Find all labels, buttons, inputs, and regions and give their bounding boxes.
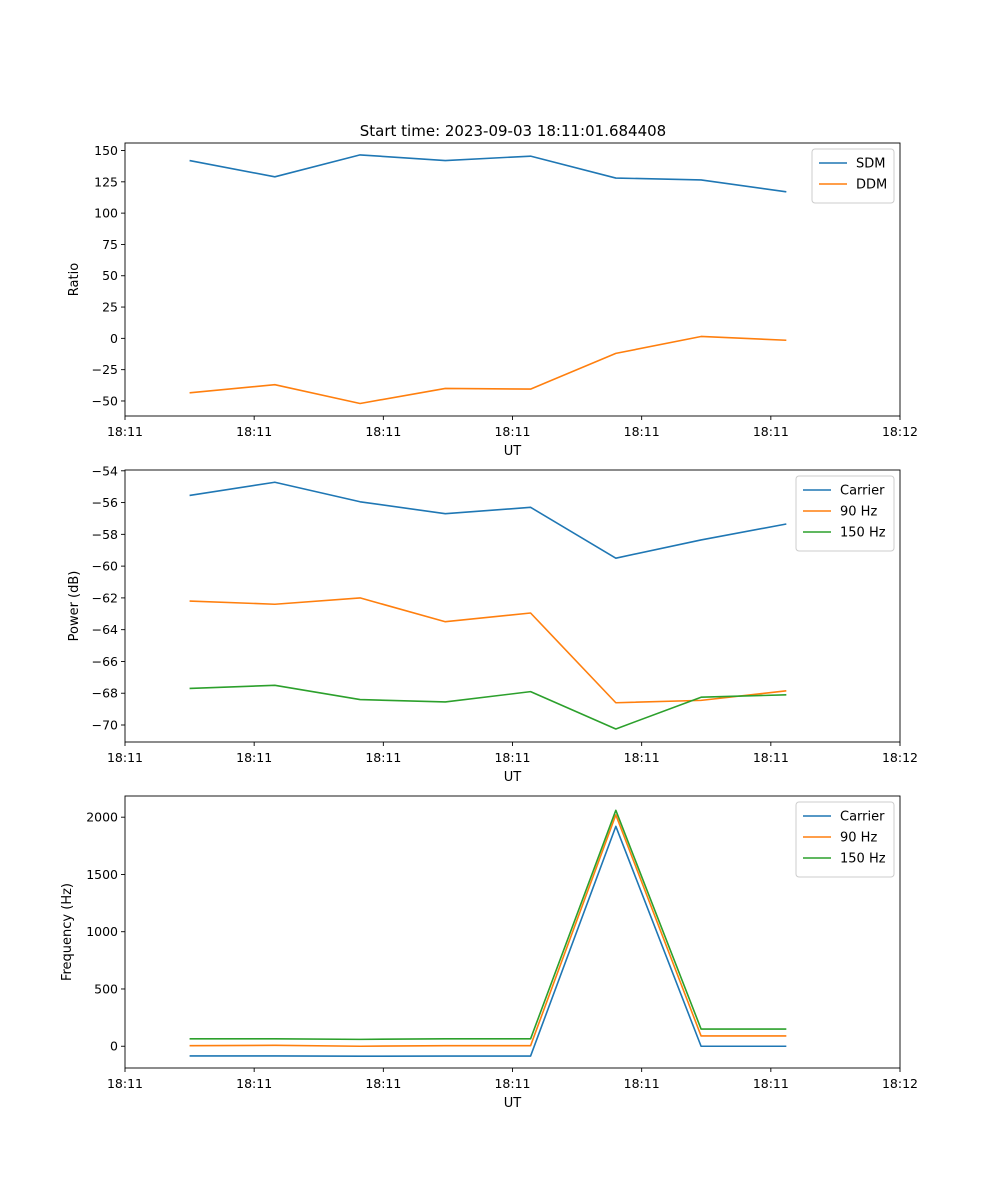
legend: Carrier 90 Hz 150 Hz <box>795 801 895 878</box>
x-tick-label: 18:11 <box>624 424 660 439</box>
series-line-90-hz <box>189 597 787 704</box>
legend: Carrier 90 Hz 150 Hz <box>795 475 895 552</box>
x-tick-label: 18:11 <box>107 1076 143 1091</box>
x-tick-label: 18:11 <box>494 1076 530 1091</box>
y-tick-label: 25 <box>102 300 118 315</box>
y-tick-label: 1500 <box>86 867 118 882</box>
x-tick-label: 18:11 <box>107 424 143 439</box>
y-tick-label: 500 <box>94 981 118 996</box>
x-tick-label: 18:11 <box>365 1076 401 1091</box>
x-tick-label: 18:11 <box>236 750 272 765</box>
y-axis-label: Ratio <box>67 263 82 296</box>
legend-label: 150 Hz <box>840 526 886 541</box>
y-tick-label: 2000 <box>86 810 118 825</box>
x-tick-label: 18:11 <box>236 1076 272 1091</box>
y-tick-label: −58 <box>92 527 118 542</box>
legend-label: 150 Hz <box>840 852 886 867</box>
panel-1: 18:11 18:11 18:11 18:11 18:11 18:11 18:12 −50 −2… <box>67 142 918 459</box>
x-tick-label: 18:11 <box>365 424 401 439</box>
y-tick-label: −68 <box>92 686 118 701</box>
x-tick-label: 18:11 <box>624 1076 660 1091</box>
legend-label: SDM <box>856 157 885 172</box>
y-tick-label: 150 <box>94 143 118 158</box>
x-tick-label: 18:11 <box>236 424 272 439</box>
panels: 18:11 18:11 18:11 18:11 18:11 18:11 18:12 −50 −2… <box>60 142 918 1111</box>
x-tick-label: 18:11 <box>753 750 789 765</box>
y-tick-label: −25 <box>92 362 118 377</box>
x-axis-label: UT <box>504 770 522 785</box>
y-tick-label: −56 <box>92 495 118 510</box>
series-line-carrier <box>189 825 787 1057</box>
y-tick-label: 125 <box>94 174 118 189</box>
series-line-carrier <box>189 481 787 559</box>
panel-2: 18:11 18:11 18:11 18:11 18:11 18:11 18:12 −70 −6… <box>67 463 918 785</box>
x-tick-label: 18:11 <box>624 750 660 765</box>
y-tick-label: 100 <box>94 206 118 221</box>
y-tick-label: 1000 <box>86 924 118 939</box>
y-tick-label: −64 <box>92 622 118 637</box>
x-tick-label: 18:12 <box>882 424 918 439</box>
y-axis-label: Frequency (Hz) <box>60 883 75 981</box>
x-axis-label: UT <box>504 1096 522 1111</box>
y-tick-label: −66 <box>92 654 118 669</box>
x-axis-label: UT <box>504 444 522 459</box>
legend-label: Carrier <box>840 484 885 499</box>
y-tick-label: 0 <box>110 331 118 346</box>
y-tick-label: −70 <box>92 718 118 733</box>
chart-title: Start time: 2023-09-03 18:11:01.684408 <box>360 122 666 140</box>
series-line-150-hz <box>189 684 787 730</box>
series-line-150-hz <box>189 809 787 1041</box>
legend: SDM DDM <box>811 148 895 204</box>
panel-3: 18:11 18:11 18:11 18:11 18:11 18:11 18:12 0 500 1… <box>60 795 918 1111</box>
x-tick-label: 18:11 <box>107 750 143 765</box>
y-tick-label: 50 <box>102 268 118 283</box>
legend-label: Carrier <box>840 810 885 825</box>
y-tick-label: 75 <box>102 237 118 252</box>
x-tick-label: 18:11 <box>494 424 530 439</box>
y-tick-label: −62 <box>92 590 118 605</box>
y-axis-label: Power (dB) <box>67 571 82 642</box>
x-tick-label: 18:11 <box>494 750 530 765</box>
x-tick-label: 18:12 <box>882 1076 918 1091</box>
x-tick-label: 18:11 <box>753 1076 789 1091</box>
series-line-90-hz <box>189 814 787 1048</box>
series-line-sdm <box>189 154 787 193</box>
y-tick-label: 0 <box>110 1039 118 1054</box>
legend-label: 90 Hz <box>840 505 877 520</box>
legend-label: DDM <box>856 178 887 193</box>
series-line-ddm <box>189 335 787 405</box>
x-tick-label: 18:11 <box>753 424 789 439</box>
y-tick-label: −54 <box>92 463 118 478</box>
x-tick-label: 18:11 <box>365 750 401 765</box>
y-tick-label: −50 <box>92 393 118 408</box>
legend-label: 90 Hz <box>840 831 877 846</box>
x-tick-label: 18:12 <box>882 750 918 765</box>
y-tick-label: −60 <box>92 559 118 574</box>
